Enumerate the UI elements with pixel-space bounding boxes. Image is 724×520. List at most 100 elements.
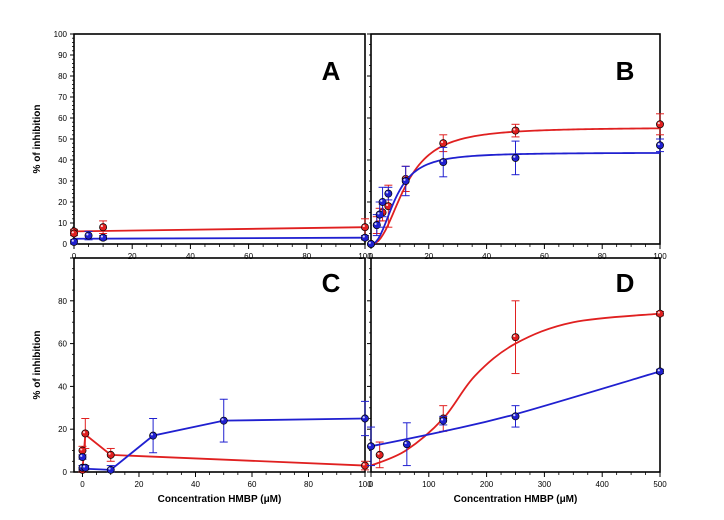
y-tick-label: 80: [58, 72, 67, 81]
data-point: [70, 237, 78, 246]
data-point: [439, 416, 448, 425]
data-point: [99, 233, 108, 242]
series-curve: [370, 312, 661, 467]
data-point: [511, 333, 520, 342]
x-tick-label: 0: [72, 252, 77, 261]
data-point-highlight: [362, 463, 365, 466]
x-tick-label: 20: [424, 252, 433, 261]
data-point-highlight: [86, 233, 89, 236]
x-tick-label: 300: [538, 480, 552, 489]
x-tick-label: 100: [422, 480, 436, 489]
data-point: [81, 429, 90, 438]
y-tick-label: 20: [58, 425, 67, 434]
data-point-highlight: [374, 222, 377, 225]
data-point-highlight: [403, 178, 406, 181]
data-point-highlight: [362, 416, 365, 419]
x-axis-label: Concentration HMBP (μM): [158, 494, 282, 505]
series-blue: [70, 230, 369, 246]
x-tick-label: 0: [369, 252, 374, 261]
data-point-highlight: [108, 467, 111, 470]
y-axis-label: % of inhibition: [32, 331, 43, 400]
x-tick-label: 200: [480, 480, 494, 489]
data-point-highlight: [83, 431, 86, 434]
data-point-highlight: [221, 418, 224, 421]
y-tick-label: 90: [58, 51, 67, 60]
y-tick-label: 0: [63, 468, 68, 477]
data-point-highlight: [377, 212, 380, 215]
panel-letter: B: [616, 56, 635, 86]
data-point: [149, 431, 158, 440]
data-point-highlight: [71, 231, 74, 234]
x-tick-label: 80: [304, 480, 313, 489]
data-point-highlight: [108, 452, 111, 455]
panel-d: 0 100 200 300 400 500 Concentration HMBP (μM) D: [367, 257, 667, 505]
x-tick-label: 400: [596, 480, 610, 489]
y-tick-label: 0: [63, 240, 68, 249]
data-point: [384, 189, 393, 198]
x-tick-label: 80: [302, 252, 311, 261]
y-tick-label: 60: [58, 340, 67, 349]
data-point-highlight: [71, 239, 74, 242]
panel-b: 0 20 40 60 80 100 B: [367, 33, 667, 261]
series-blue: [367, 138, 664, 248]
x-tick-label: 60: [540, 252, 549, 261]
data-point: [78, 453, 87, 461]
x-tick-label: 60: [248, 480, 257, 489]
x-tick-label: 40: [186, 252, 195, 261]
data-point: [81, 463, 90, 472]
data-point: [84, 231, 93, 240]
data-point: [656, 367, 664, 376]
x-tick-label: 100: [358, 252, 372, 261]
series-curve: [73, 226, 366, 233]
data-point: [361, 223, 369, 232]
y-axis-label: % of inhibition: [32, 105, 43, 174]
data-point-highlight: [440, 159, 444, 162]
data-point: [401, 177, 410, 185]
data-point: [439, 158, 448, 167]
x-tick-label: 60: [244, 252, 253, 261]
x-tick-label: 40: [482, 252, 491, 261]
panel-letter: A: [322, 56, 341, 86]
data-point-highlight: [386, 203, 389, 207]
data-point: [106, 450, 115, 459]
data-point-highlight: [386, 191, 389, 194]
data-point: [511, 153, 520, 162]
data-point-highlight: [404, 441, 407, 445]
data-point: [70, 229, 78, 238]
x-tick-label: 80: [598, 252, 607, 261]
data-point-highlight: [368, 444, 371, 447]
series-curve: [370, 370, 661, 448]
y-tick-label: 40: [58, 382, 67, 391]
y-tick-label: 30: [58, 177, 67, 186]
y-tick-label: 70: [58, 93, 67, 102]
y-tick-label: 40: [58, 156, 67, 165]
data-point: [367, 442, 375, 451]
data-point: [402, 440, 411, 449]
data-point: [656, 141, 664, 150]
y-tick-label: 20: [58, 198, 67, 207]
series-blue: [367, 367, 664, 467]
data-point: [106, 465, 115, 474]
data-point-highlight: [513, 155, 516, 158]
data-point: [375, 450, 384, 459]
data-point: [511, 126, 520, 135]
data-point: [367, 240, 375, 248]
x-tick-label: 100: [653, 252, 667, 261]
data-point-highlight: [100, 224, 103, 228]
y-tick-label: 100: [54, 30, 68, 39]
x-tick-label: 100: [358, 480, 372, 489]
x-tick-label: 0: [369, 480, 374, 489]
data-point: [361, 233, 369, 242]
x-tick-label: 0: [80, 480, 85, 489]
data-point-highlight: [657, 369, 660, 372]
series-curve: [73, 236, 366, 240]
data-point-highlight: [440, 140, 444, 144]
data-point-highlight: [377, 452, 380, 455]
data-point-highlight: [83, 465, 86, 468]
data-point-highlight: [513, 414, 516, 417]
data-point-highlight: [362, 235, 365, 238]
panel-letter: C: [322, 268, 341, 298]
x-tick-label: 20: [128, 252, 137, 261]
